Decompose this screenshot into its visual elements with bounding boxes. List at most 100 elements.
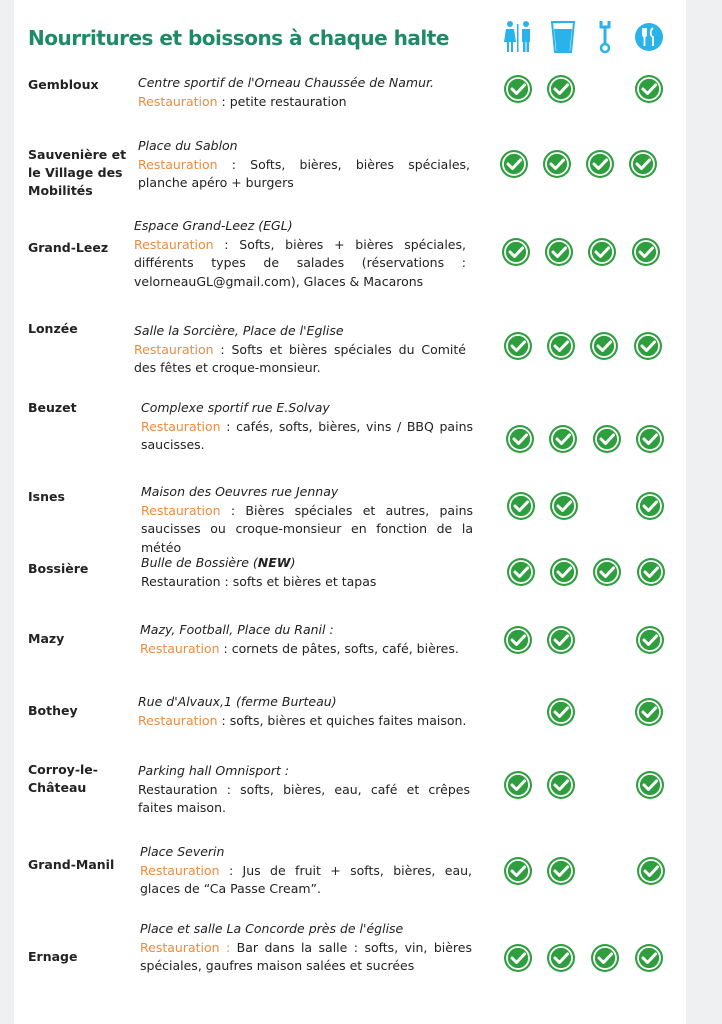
check-icon bbox=[636, 856, 666, 886]
restauration-text: Bar dans la salle : softs, vin, bières s… bbox=[140, 939, 472, 974]
place-end: ) bbox=[290, 555, 296, 570]
restauration-label: Restauration bbox=[140, 862, 220, 878]
check-icon bbox=[635, 424, 665, 454]
restauration-label: Restauration : bbox=[140, 939, 231, 955]
restauration-text: : softs, bières, eau, café et crêpes fai… bbox=[138, 781, 470, 816]
place-text: Parking hall Omnisport : bbox=[138, 763, 290, 778]
check-icon bbox=[546, 770, 576, 800]
stop-description: Parking hall Omnisport : Restauration : … bbox=[138, 762, 470, 818]
page-title: Nourritures et boissons à chaque halte bbox=[28, 26, 449, 50]
toilets-icon bbox=[504, 21, 530, 52]
place-text: Centre sportif de l'Orneau Chaussée de N… bbox=[138, 75, 434, 90]
check-icon bbox=[634, 697, 664, 727]
stop-place: Rue d'Alvaux,1 (ferme Burteau) bbox=[138, 693, 470, 712]
place-text: Rue d'Alvaux,1 (ferme Burteau) bbox=[138, 694, 337, 709]
restauration-label: Restauration bbox=[141, 502, 221, 518]
check-icon bbox=[501, 237, 531, 267]
check-icon bbox=[587, 237, 617, 267]
check-icon bbox=[546, 943, 576, 973]
stop-description: Place et salle La Concorde près de l'égl… bbox=[140, 920, 472, 976]
check-icon bbox=[506, 557, 536, 587]
check-icon bbox=[592, 557, 622, 587]
stop-name: Corroy-le-Château bbox=[28, 762, 98, 795]
check-icon bbox=[546, 625, 576, 655]
stop-description: Place Severin Restauration : Jus de frui… bbox=[140, 843, 472, 899]
check-icon bbox=[503, 856, 533, 886]
stop-place: Parking hall Omnisport : bbox=[138, 762, 470, 781]
restauration-text: : softs et bières et tapas bbox=[220, 573, 377, 589]
check-icon bbox=[506, 491, 536, 521]
restauration-text: : Softs, bières, bières spéciales, planc… bbox=[138, 156, 470, 191]
stop-name: Sauvenière et le Village des Mobilités bbox=[28, 147, 127, 198]
check-icon bbox=[590, 943, 620, 973]
stop-description: Complexe sportif rue E.Solvay Restaurati… bbox=[141, 399, 473, 455]
new-badge: NEW bbox=[257, 555, 291, 570]
restauration-text: : Bières spéciales et autres, pains sauc… bbox=[141, 502, 473, 555]
stop-name: Ernage bbox=[28, 949, 78, 964]
stop-description: Maison des Oeuvres rue Jennay Restaurati… bbox=[141, 483, 473, 557]
check-icon bbox=[546, 856, 576, 886]
place-text: Place et salle La Concorde près de l'égl… bbox=[140, 921, 404, 936]
check-icon bbox=[634, 74, 664, 104]
stop-name: Gembloux bbox=[28, 77, 99, 92]
stop-place: Centre sportif de l'Orneau Chaussée de N… bbox=[138, 74, 470, 93]
check-icon bbox=[548, 424, 578, 454]
place-text: Place du Sablon bbox=[138, 138, 238, 153]
stop-name: Isnes bbox=[28, 489, 65, 504]
check-icon bbox=[636, 557, 666, 587]
check-icon bbox=[546, 697, 576, 727]
wrench-icon bbox=[599, 21, 611, 54]
place-text: Salle la Sorcière, Place de l'Eglise bbox=[134, 323, 344, 338]
stop-place: Maison des Oeuvres rue Jennay bbox=[141, 483, 473, 502]
check-icon bbox=[503, 331, 533, 361]
check-icon bbox=[546, 331, 576, 361]
restauration-label: Restauration bbox=[138, 712, 218, 728]
stop-place: Mazy, Football, Place du Ranil : bbox=[140, 621, 472, 640]
place-text: Maison des Oeuvres rue Jennay bbox=[141, 484, 339, 499]
check-icon bbox=[546, 74, 576, 104]
stop-place: Place du Sablon bbox=[138, 137, 470, 156]
restauration-text: : cornets de pâtes, softs, café, bières. bbox=[219, 640, 459, 656]
restauration-text: : softs, bières et quiches faites maison… bbox=[217, 712, 467, 728]
stop-description: Place du Sablon Restauration : Softs, bi… bbox=[138, 137, 470, 193]
restauration-text: : Softs et bières spéciales du Comité de… bbox=[134, 341, 466, 376]
restauration-text: : petite restauration bbox=[217, 93, 347, 109]
stop-name: Beuzet bbox=[28, 400, 77, 415]
restauration-label: Restauration bbox=[140, 640, 220, 656]
check-icon bbox=[585, 149, 615, 179]
stop-description: Bulle de Bossière (NEW) Restauration : s… bbox=[141, 554, 473, 591]
place-text: Espace Grand-Leez (EGL) bbox=[134, 218, 293, 233]
stop-name: Bothey bbox=[28, 703, 78, 718]
check-icon bbox=[589, 331, 619, 361]
stop-name: Lonzée bbox=[28, 321, 78, 336]
water-glass-icon bbox=[550, 21, 576, 53]
check-icon bbox=[634, 943, 664, 973]
restauration-label: Restauration bbox=[138, 156, 218, 172]
stop-description: Centre sportif de l'Orneau Chaussée de N… bbox=[138, 74, 470, 111]
stop-place: Espace Grand-Leez (EGL) bbox=[134, 217, 466, 236]
check-icon bbox=[542, 149, 572, 179]
restauration-label: Restauration bbox=[138, 93, 218, 109]
restauration-text: : Softs, bières + bières spéciales, diff… bbox=[134, 236, 466, 289]
check-icon bbox=[633, 331, 663, 361]
check-icon bbox=[635, 491, 665, 521]
check-icon bbox=[503, 943, 533, 973]
check-icon bbox=[544, 237, 574, 267]
stop-name: Bossière bbox=[28, 561, 89, 576]
place-text: Mazy, Football, Place du Ranil : bbox=[140, 622, 334, 637]
check-icon bbox=[549, 557, 579, 587]
restauration-label: Restauration bbox=[138, 781, 218, 797]
check-icon bbox=[503, 625, 533, 655]
stop-place: Place Severin bbox=[140, 843, 472, 862]
check-icon bbox=[635, 625, 665, 655]
stop-name: Grand-Leez bbox=[28, 240, 109, 255]
stop-description: Rue d'Alvaux,1 (ferme Burteau) Restaurat… bbox=[138, 693, 470, 730]
stop-place: Complexe sportif rue E.Solvay bbox=[141, 399, 473, 418]
stop-place: Place et salle La Concorde près de l'égl… bbox=[140, 920, 472, 939]
check-icon bbox=[505, 424, 535, 454]
stop-place: Bulle de Bossière (NEW) bbox=[141, 554, 473, 573]
stop-description: Espace Grand-Leez (EGL) Restauration : S… bbox=[134, 217, 466, 291]
check-icon bbox=[503, 770, 533, 800]
place-text: Place Severin bbox=[140, 844, 225, 859]
check-icon bbox=[503, 74, 533, 104]
